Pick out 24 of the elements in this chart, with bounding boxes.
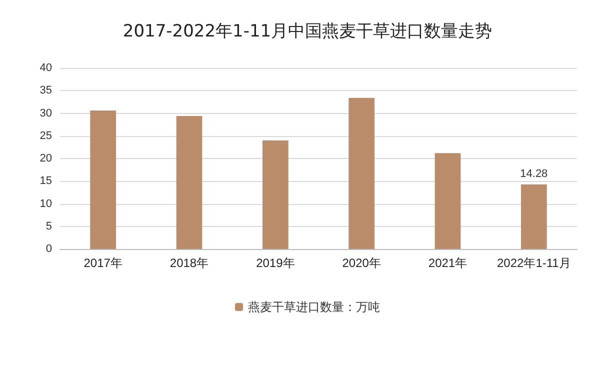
y-tick-label: 15 (40, 175, 52, 188)
y-tick-label: 10 (40, 198, 52, 210)
bar (348, 98, 375, 249)
chart-title: 2017-2022年1-11月中国燕麦干草进口数量走势 (122, 22, 492, 42)
x-tick-label: 2022年1-11月 (497, 256, 571, 270)
y-tick-label: 20 (40, 152, 52, 164)
x-tick-label: 2020年 (342, 256, 381, 270)
bar (90, 110, 116, 249)
y-tick-label: 35 (40, 84, 52, 97)
data-label: 14.28 (520, 168, 548, 180)
y-tick-label: 5 (46, 220, 52, 232)
y-tick-label: 30 (40, 107, 52, 120)
y-tick-label: 25 (40, 130, 52, 142)
y-tick-label: 0 (46, 243, 52, 255)
bar (262, 140, 288, 249)
x-tick-label: 2019年 (256, 256, 295, 270)
y-tick-label: 40 (40, 62, 52, 74)
bar (434, 153, 461, 249)
x-tick-label: 2017年 (84, 256, 122, 270)
x-tick-label: 2018年 (170, 256, 209, 270)
x-tick-label: 2021年 (428, 256, 468, 270)
bar (520, 184, 547, 249)
legend-label: 燕麦干草进口数量：万吨 (248, 300, 380, 314)
bar (176, 116, 202, 249)
